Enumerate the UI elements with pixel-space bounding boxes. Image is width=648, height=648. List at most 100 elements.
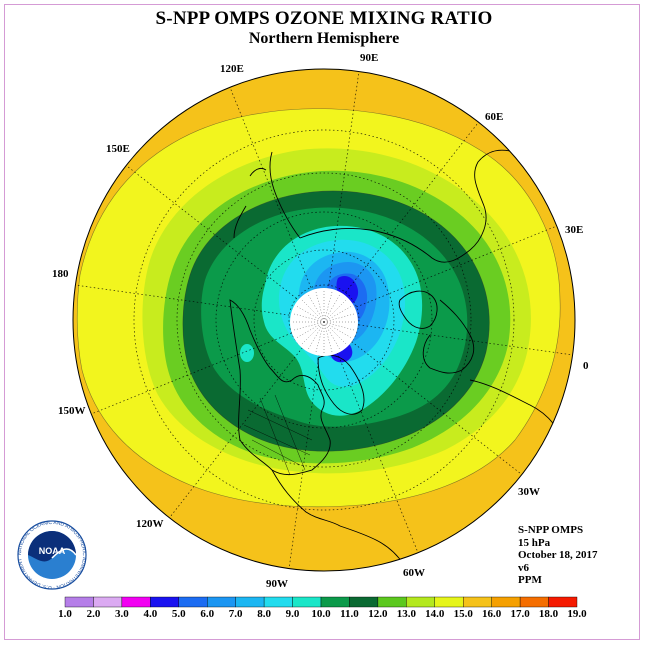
meridian-line bbox=[125, 165, 297, 299]
color-scale-tick-label: 7.0 bbox=[228, 608, 243, 620]
coastline-asia bbox=[299, 149, 515, 263]
meridian-line bbox=[169, 347, 303, 519]
lon-label-150e: 150E bbox=[106, 143, 130, 155]
meridian-line bbox=[91, 332, 292, 415]
coastline-japan bbox=[249, 167, 267, 177]
color-scale-tick-label: 8.0 bbox=[257, 608, 271, 620]
color-scale-tick-label: 15.0 bbox=[453, 608, 473, 620]
lon-label-30w: 30W bbox=[518, 486, 540, 498]
color-scale-bar bbox=[64, 596, 578, 608]
lon-label-60e: 60E bbox=[485, 111, 504, 123]
coastline-scandinavia bbox=[398, 290, 438, 329]
meridian-line bbox=[288, 354, 320, 569]
color-scale-tick-label: 5.0 bbox=[171, 608, 186, 620]
lon-label-150w: 150W bbox=[58, 405, 86, 417]
color-scale-swatch bbox=[377, 596, 407, 608]
product-info: S-NPP OMPS 15 hPa October 18, 2017 v6 PP… bbox=[518, 524, 598, 587]
lon-label-90e: 90E bbox=[360, 52, 379, 64]
color-scale-tick-label: 1.0 bbox=[58, 608, 72, 620]
pole-grid-line bbox=[295, 321, 325, 339]
coastline-kamchatka bbox=[233, 205, 247, 239]
lon-label-120w: 120W bbox=[136, 518, 164, 530]
color-scale-swatch bbox=[320, 596, 350, 608]
plot-frame bbox=[4, 4, 640, 640]
pole-grid-line bbox=[323, 313, 356, 323]
meridian-line bbox=[351, 341, 523, 475]
pole-grid-line bbox=[300, 298, 325, 323]
map-subtitle: Northern Hemisphere bbox=[248, 30, 400, 47]
color-scale-tick-label: 11.0 bbox=[340, 608, 359, 620]
pole-grid-line bbox=[323, 305, 353, 323]
color-scale-swatch bbox=[548, 596, 578, 608]
coastline-mexico bbox=[271, 469, 341, 527]
meridian-line bbox=[229, 87, 312, 288]
color-scale-swatch bbox=[406, 596, 435, 608]
pole-grid-line bbox=[323, 321, 348, 346]
color-scale-tick-label: 17.0 bbox=[510, 608, 530, 620]
pole-grid-line bbox=[323, 293, 341, 323]
color-scale-swatch bbox=[491, 596, 521, 608]
info-version: v6 bbox=[518, 561, 529, 574]
color-scale-swatch bbox=[150, 596, 179, 608]
pole-grid-line bbox=[323, 321, 333, 354]
color-scale-tick-label: 2.0 bbox=[86, 608, 101, 620]
lon-label-60w: 60W bbox=[403, 567, 425, 579]
color-scale-swatch bbox=[519, 596, 549, 608]
color-scale-tick-label: 19.0 bbox=[567, 608, 587, 620]
noaa-logo: NATIONAL OCEANIC AND ATMOSPHERIC ADMINIS… bbox=[12, 520, 87, 590]
lon-label-120e: 120E bbox=[220, 63, 244, 75]
color-scale-tick-label: 13.0 bbox=[396, 608, 416, 620]
pole-grid-line bbox=[323, 290, 333, 323]
color-scale-tick-label: 16.0 bbox=[482, 608, 502, 620]
info-units: PPM bbox=[518, 574, 542, 586]
pole-grid-line bbox=[323, 298, 348, 323]
coastline-greenland bbox=[317, 354, 365, 415]
color-scale-tick-label: 10.0 bbox=[311, 608, 331, 620]
color-scale-swatch bbox=[463, 596, 492, 608]
color-scale-swatch bbox=[207, 596, 236, 608]
pole-grid-line bbox=[323, 321, 356, 331]
color-scale-swatch bbox=[178, 596, 208, 608]
info-instrument: S-NPP OMPS bbox=[518, 524, 584, 536]
color-scale-swatch bbox=[349, 596, 379, 608]
logo-text: NOAA bbox=[39, 546, 66, 556]
color-scale-swatch bbox=[93, 596, 123, 608]
color-scale-tick-label: 9.0 bbox=[285, 608, 300, 620]
color-scale-tick-label: 4.0 bbox=[143, 608, 158, 620]
color-scale-tick-label: 6.0 bbox=[200, 608, 215, 620]
color-scale-tick-label: 14.0 bbox=[425, 608, 445, 620]
meridian-line bbox=[336, 352, 419, 553]
pole-grid-line bbox=[315, 290, 325, 323]
lon-label-30e: 30E bbox=[565, 224, 584, 236]
color-scale-swatch bbox=[263, 596, 293, 608]
lon-label-90w: 90W bbox=[266, 578, 288, 590]
lon-label-0: 0 bbox=[583, 360, 589, 372]
contour-9ppm-blob bbox=[240, 344, 254, 362]
coastline-east-asia bbox=[269, 151, 301, 239]
color-scale-tick-label: 3.0 bbox=[115, 608, 129, 620]
pole-grid-line bbox=[307, 293, 325, 323]
info-level: 15 hPa bbox=[518, 536, 551, 549]
color-scale-swatch bbox=[292, 596, 322, 608]
map-title: S-NPP OMPS OZONE MIXING RATIO bbox=[155, 8, 493, 29]
pole-grid-line bbox=[292, 321, 325, 331]
pole-grid-line bbox=[295, 305, 325, 323]
pole-grid-line bbox=[300, 321, 325, 346]
color-scale-swatch bbox=[121, 596, 151, 608]
color-scale-tick-label: 12.0 bbox=[368, 608, 388, 620]
lon-label-180: 180 bbox=[52, 268, 69, 280]
meridian-line bbox=[356, 225, 557, 308]
color-scale-swatch bbox=[64, 596, 94, 608]
color-scale-swatch bbox=[434, 596, 464, 608]
color-scale-tick-label: 18.0 bbox=[538, 608, 559, 620]
pole-grid-line bbox=[315, 321, 325, 354]
pole-grid-line bbox=[323, 321, 353, 339]
color-scale-swatch bbox=[235, 596, 265, 608]
pole-grid-line bbox=[323, 321, 341, 351]
info-date: October 18, 2017 bbox=[518, 549, 598, 561]
pole-grid-line bbox=[292, 313, 325, 323]
map-boundary bbox=[72, 68, 576, 572]
meridian-line bbox=[345, 121, 479, 293]
pole-grid-line bbox=[307, 321, 325, 351]
